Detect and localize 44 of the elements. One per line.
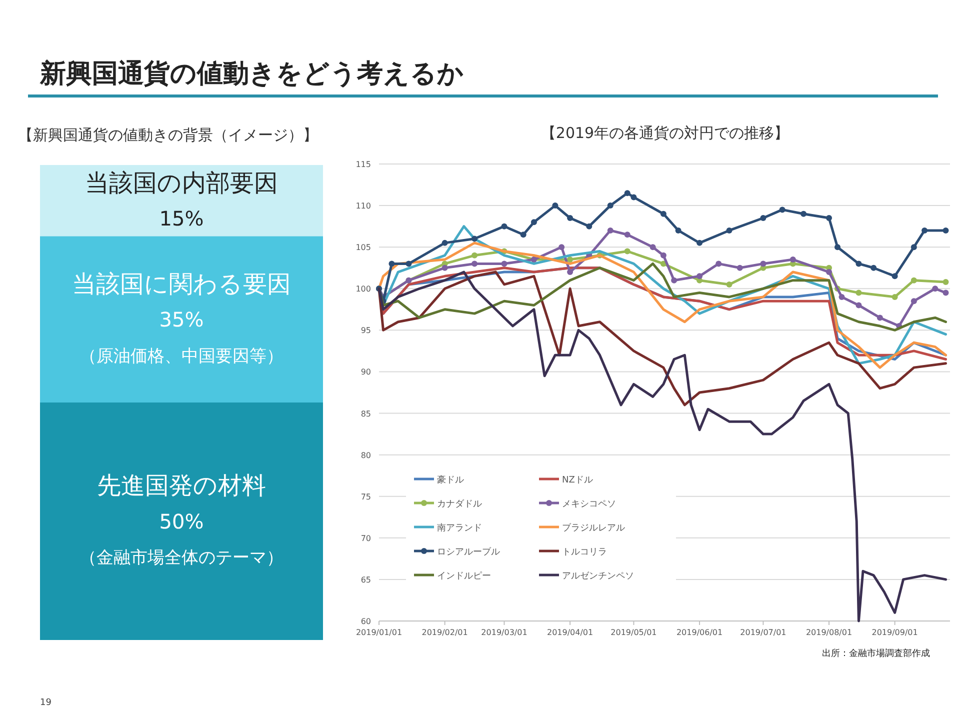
legend-label: トルコリラ: [562, 548, 607, 558]
legend-label: ブラジルレアル: [562, 522, 625, 534]
y-tick-label: 70: [360, 534, 371, 543]
legend-label: 南アランド: [437, 522, 482, 534]
x-tick-label: 2019/02/01: [422, 628, 468, 637]
data-label: 50%: [159, 509, 204, 534]
x-tick-label: 2019/06/01: [676, 628, 723, 637]
y-tick-label: 95: [360, 326, 371, 336]
text: 出所：金融市場調査部作成: [822, 648, 930, 659]
text: 新興国通貨の値動きをどう考えるか: [39, 59, 464, 89]
y-tick-label: 115: [356, 160, 371, 169]
x-tick-label: 2019/07/01: [740, 628, 786, 637]
x-tick-label: 2019/03/01: [481, 628, 528, 637]
category-label: 当該国の内部要因: [85, 169, 278, 198]
y-tick-label: 100: [356, 284, 371, 294]
x-tick-label: 2019/08/01: [806, 628, 852, 637]
data-label: 15%: [159, 206, 204, 231]
y-tick-label: 60: [360, 617, 371, 626]
legend-label: インドルピー: [437, 570, 491, 582]
y-tick-label: 80: [360, 450, 371, 460]
y-tick-label: 75: [360, 492, 371, 502]
y-tick-label: 110: [356, 202, 371, 211]
y-tick-label: 105: [356, 243, 371, 252]
legend-label: カナダドル: [437, 498, 482, 510]
chart-title: 【2019年の各通貨の対円での推移】: [540, 124, 790, 142]
text: 19: [40, 698, 52, 708]
legend-label: ロシアルーブル: [437, 546, 500, 558]
legend-label: NZドル: [562, 476, 593, 486]
text: 【新興国通貨の値動きの背景（イメージ）】: [18, 126, 318, 144]
category-label: 先進国発の材料: [97, 472, 266, 500]
data-label: 35%: [159, 307, 204, 332]
legend-label: メキシコペソ: [562, 500, 616, 510]
x-tick-label: 2019/01/01: [356, 628, 402, 637]
text: （金融市場全体のテーマ）: [80, 548, 284, 568]
x-tick-label: 2019/04/01: [546, 628, 594, 637]
y-tick-label: 85: [360, 409, 371, 418]
legend-label: アルゼンチンペソ: [562, 572, 634, 582]
category-label: 当該国に関わる要因: [72, 270, 291, 298]
x-tick-label: 2019/09/01: [872, 628, 918, 637]
x-tick-label: 2019/05/01: [610, 628, 657, 637]
legend-label: 豪ドル: [437, 474, 464, 486]
y-tick-label: 65: [360, 575, 371, 584]
y-tick-label: 90: [360, 368, 371, 377]
text: （原油価格、中国要因等）: [80, 346, 284, 366]
